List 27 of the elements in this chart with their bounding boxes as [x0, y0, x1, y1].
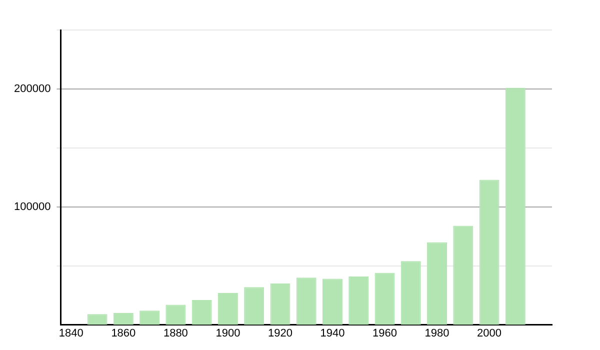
bar — [192, 300, 212, 325]
bar — [270, 284, 290, 325]
bar — [427, 242, 448, 325]
x-tick-label: 2000 — [477, 327, 502, 340]
x-tick-label: 1860 — [111, 327, 136, 340]
bar — [218, 292, 238, 325]
bar — [400, 261, 421, 325]
bar — [479, 180, 500, 325]
bar — [296, 278, 316, 325]
bar — [113, 313, 134, 325]
bar — [244, 287, 264, 325]
x-tick-label: 1880 — [163, 327, 188, 340]
y-tick-label: 200000 — [14, 82, 51, 95]
bar — [322, 278, 342, 325]
bar — [505, 88, 526, 325]
bar — [166, 304, 186, 325]
bar — [348, 276, 369, 325]
x-tick-label: 1960 — [372, 327, 397, 340]
y-tick-label: 100000 — [14, 200, 51, 213]
bar — [453, 226, 474, 325]
bar — [87, 314, 108, 325]
x-tick-label: 1840 — [58, 327, 84, 340]
x-tick-label: 1920 — [268, 327, 292, 340]
x-tick-label: 1940 — [320, 327, 345, 340]
x-tick-label: 1980 — [424, 327, 450, 340]
x-tick-label: 1900 — [216, 327, 240, 340]
bar — [374, 272, 395, 325]
